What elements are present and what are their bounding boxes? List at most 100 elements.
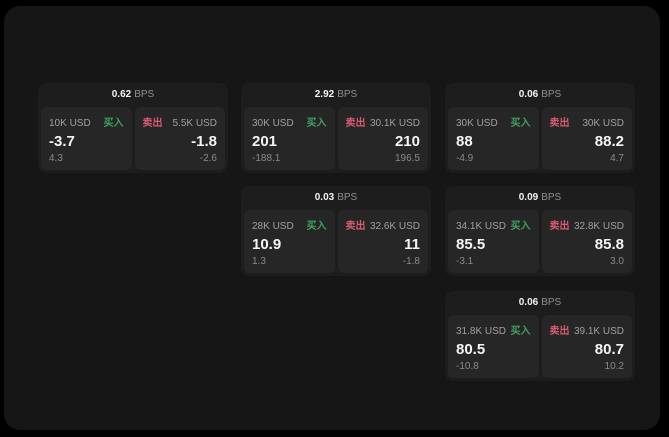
buy-price: 10.9 [252, 236, 282, 253]
sell-pane-top: 卖出 32.8K USD [550, 217, 625, 232]
buy-amount: 34.1K USD [456, 221, 507, 232]
buy-price: 85.5 [456, 236, 486, 253]
buy-delta: -10.8 [456, 361, 479, 372]
sell-amount: 30K USD [582, 118, 624, 129]
buy-delta: 4.3 [49, 153, 63, 164]
sell-pane[interactable]: 卖出 32.8K USD 85.8 3.0 [541, 210, 632, 273]
buy-amount: 30K USD [252, 118, 294, 129]
sell-pane-top: 卖出 32.6K USD [346, 217, 421, 232]
bps-unit: BPS [337, 89, 358, 100]
sell-side-label: 卖出 [549, 118, 570, 129]
sell-side-label: 卖出 [549, 221, 570, 232]
bps-header: 0.62 BPS [38, 83, 228, 107]
sell-amount: 32.6K USD [369, 221, 420, 232]
buy-delta: -4.9 [456, 153, 474, 164]
buy-pane-top: 10K USD 买入 [49, 114, 124, 129]
bps-value: 0.03 [314, 192, 335, 203]
sell-price: 80.7 [594, 341, 624, 358]
sell-delta: 4.7 [610, 153, 624, 164]
buy-price: 80.5 [456, 341, 486, 358]
bps-header: 0.06 BPS [445, 291, 635, 315]
bps-header: 0.03 BPS [241, 186, 431, 210]
buy-amount: 30K USD [456, 118, 498, 129]
quote-card-1: 0.62 BPS 10K USD 买入 -3.7 4.3 卖出 5.5K USD … [38, 83, 228, 173]
buy-side-label: 买入 [103, 118, 124, 129]
quote-panes: 10K USD 买入 -3.7 4.3 卖出 5.5K USD -1.8 -2.… [38, 107, 228, 173]
quote-card-2: 2.92 BPS 30K USD 买入 201 -188.1 卖出 30.1K U… [241, 83, 431, 173]
bps-unit: BPS [134, 89, 155, 100]
sell-price: 210 [394, 133, 420, 150]
sell-pane-top: 卖出 5.5K USD [143, 114, 218, 129]
bps-header: 0.06 BPS [445, 83, 635, 107]
buy-side-label: 买入 [510, 326, 531, 337]
buy-side-label: 买入 [510, 221, 531, 232]
sell-amount: 32.8K USD [573, 221, 624, 232]
quote-card-4: 0.03 BPS 28K USD 买入 10.9 1.3 卖出 32.6K USD… [241, 186, 431, 276]
sell-amount: 5.5K USD [172, 118, 217, 129]
buy-pane[interactable]: 28K USD 买入 10.9 1.3 [244, 210, 335, 273]
quote-card-3: 0.06 BPS 30K USD 买入 88 -4.9 卖出 30K USD 88… [445, 83, 635, 173]
bps-value: 0.06 [518, 89, 539, 100]
sell-pane[interactable]: 卖出 5.5K USD -1.8 -2.6 [134, 107, 225, 170]
sell-price: -1.8 [191, 133, 217, 150]
quote-panes: 30K USD 买入 201 -188.1 卖出 30.1K USD 210 1… [241, 107, 431, 173]
bps-unit: BPS [541, 89, 562, 100]
sell-pane[interactable]: 卖出 32.6K USD 11 -1.8 [337, 210, 428, 273]
buy-side-label: 买入 [510, 118, 531, 129]
sell-side-label: 卖出 [345, 118, 366, 129]
buy-pane[interactable]: 34.1K USD 买入 85.5 -3.1 [448, 210, 539, 273]
buy-delta: -3.1 [456, 256, 474, 267]
sell-side-label: 卖出 [549, 326, 570, 337]
sell-delta: 3.0 [610, 256, 624, 267]
buy-pane-top: 28K USD 买入 [252, 217, 327, 232]
sell-pane[interactable]: 卖出 30K USD 88.2 4.7 [541, 107, 632, 170]
sell-delta: 196.5 [394, 153, 420, 164]
buy-delta: -188.1 [252, 153, 281, 164]
buy-side-label: 买入 [306, 118, 327, 129]
buy-pane-top: 34.1K USD 买入 [456, 217, 531, 232]
bps-value: 0.62 [111, 89, 132, 100]
bps-unit: BPS [337, 192, 358, 203]
sell-pane-top: 卖出 30K USD [550, 114, 625, 129]
sell-delta: 10.2 [604, 361, 624, 372]
buy-price: 88 [456, 133, 473, 150]
buy-pane-top: 30K USD 买入 [456, 114, 531, 129]
buy-amount: 28K USD [252, 221, 294, 232]
buy-price: 201 [252, 133, 278, 150]
bps-header: 2.92 BPS [241, 83, 431, 107]
app-window: 0.62 BPS 10K USD 买入 -3.7 4.3 卖出 5.5K USD … [4, 6, 660, 430]
buy-pane[interactable]: 31.8K USD 买入 80.5 -10.8 [448, 315, 539, 378]
quote-panes: 30K USD 买入 88 -4.9 卖出 30K USD 88.2 4.7 [445, 107, 635, 173]
buy-amount: 10K USD [49, 118, 91, 129]
buy-pane[interactable]: 30K USD 买入 88 -4.9 [448, 107, 539, 170]
sell-pane[interactable]: 卖出 39.1K USD 80.7 10.2 [541, 315, 632, 378]
bps-value: 0.09 [518, 192, 539, 203]
quote-panes: 31.8K USD 买入 80.5 -10.8 卖出 39.1K USD 80.… [445, 315, 635, 381]
sell-side-label: 卖出 [345, 221, 366, 232]
quote-panes: 28K USD 买入 10.9 1.3 卖出 32.6K USD 11 -1.8 [241, 210, 431, 276]
buy-delta: 1.3 [252, 256, 266, 267]
sell-delta: -2.6 [199, 153, 217, 164]
quote-card-6: 0.06 BPS 31.8K USD 买入 80.5 -10.8 卖出 39.1K… [445, 291, 635, 381]
sell-price: 85.8 [594, 236, 624, 253]
bps-header: 0.09 BPS [445, 186, 635, 210]
quote-card-5: 0.09 BPS 34.1K USD 买入 85.5 -3.1 卖出 32.8K … [445, 186, 635, 276]
sell-delta: -1.8 [402, 256, 420, 267]
quote-panes: 34.1K USD 买入 85.5 -3.1 卖出 32.8K USD 85.8… [445, 210, 635, 276]
buy-pane-top: 30K USD 买入 [252, 114, 327, 129]
sell-price: 11 [404, 236, 420, 253]
sell-pane-top: 卖出 30.1K USD [346, 114, 421, 129]
buy-pane[interactable]: 10K USD 买入 -3.7 4.3 [41, 107, 132, 170]
bps-unit: BPS [541, 192, 562, 203]
sell-pane-top: 卖出 39.1K USD [550, 322, 625, 337]
bps-value: 0.06 [518, 297, 539, 308]
bps-value: 2.92 [314, 89, 335, 100]
sell-pane[interactable]: 卖出 30.1K USD 210 196.5 [337, 107, 428, 170]
buy-pane[interactable]: 30K USD 买入 201 -188.1 [244, 107, 335, 170]
sell-side-label: 卖出 [142, 118, 163, 129]
buy-pane-top: 31.8K USD 买入 [456, 322, 531, 337]
buy-price: -3.7 [49, 133, 75, 150]
buy-amount: 31.8K USD [456, 326, 507, 337]
bps-unit: BPS [541, 297, 562, 308]
sell-amount: 39.1K USD [573, 326, 624, 337]
